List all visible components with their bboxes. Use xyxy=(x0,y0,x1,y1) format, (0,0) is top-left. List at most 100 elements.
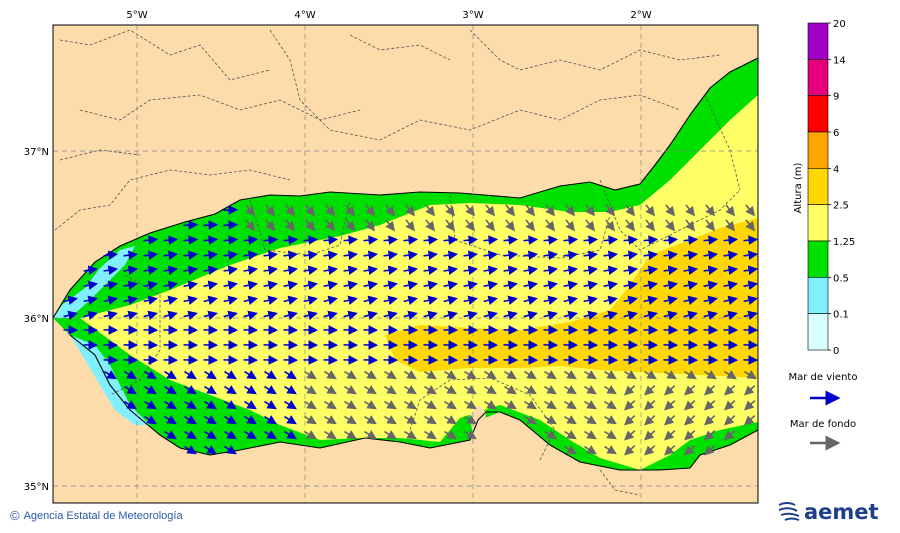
wind-sea-arrow xyxy=(143,295,158,306)
swell-arrow xyxy=(305,204,316,217)
wind-sea-arrow xyxy=(423,280,438,290)
wind-sea-arrow xyxy=(264,415,277,425)
wind-sea-arrow xyxy=(683,280,698,290)
wind-sea-arrow xyxy=(204,445,217,455)
swell-arrow xyxy=(384,430,397,440)
swell-arrow xyxy=(544,400,557,410)
swell-arrow xyxy=(424,415,437,425)
sea-orange-zone xyxy=(385,218,758,378)
swell-arrow xyxy=(565,204,576,217)
swell-arrow xyxy=(505,219,516,232)
colorbar-tick-label: 1.25 xyxy=(833,237,855,248)
wind-sea-arrow xyxy=(144,400,157,410)
swell-arrow xyxy=(285,204,296,217)
wind-sea-arrow xyxy=(343,295,358,306)
wind-sea-arrow xyxy=(703,280,718,290)
swell-arrow xyxy=(604,385,617,395)
wind-sea-arrow xyxy=(603,265,619,275)
wind-sea-arrow xyxy=(263,235,279,245)
swell-arrow xyxy=(584,430,597,440)
lat-label-37n: 37°N xyxy=(24,147,49,158)
wind-sea-arrow xyxy=(403,250,419,260)
legend-swell-label: Mar de fondo xyxy=(790,419,856,430)
wind-sea-arrow xyxy=(323,310,338,321)
wind-sea-arrow xyxy=(743,250,758,260)
peninsula-south xyxy=(485,440,520,470)
wave-arrows xyxy=(63,204,758,456)
swell-arrow xyxy=(405,219,416,232)
wind-sea-arrow xyxy=(363,250,379,260)
wind-sea-arrow xyxy=(343,250,359,260)
swell-arrow xyxy=(625,204,636,217)
swell-arrow xyxy=(644,415,656,426)
wind-sea-arrow xyxy=(224,445,237,455)
wind-sea-arrow xyxy=(143,250,159,260)
swell-arrow xyxy=(624,400,636,411)
wind-sea-arrow xyxy=(563,310,578,321)
swell-arrow xyxy=(544,385,557,395)
swell-arrow xyxy=(644,385,656,396)
swell-arrow xyxy=(304,385,317,395)
wind-sea-arrow xyxy=(323,235,339,245)
swell-arrow xyxy=(665,204,676,217)
legend: Mar de viento Mar de fondo xyxy=(789,372,857,451)
swell-arrow xyxy=(585,219,596,232)
swell-arrow xyxy=(404,370,417,380)
wind-sea-arrow xyxy=(583,280,598,290)
coastline-south xyxy=(69,334,758,471)
wind-sea-arrow xyxy=(164,415,177,425)
lon-label-5w: 5°W xyxy=(126,10,147,21)
wind-sea-arrow xyxy=(223,280,238,290)
wind-sea-arrow xyxy=(443,250,459,260)
colorbar-segment xyxy=(807,95,829,133)
swell-arrow xyxy=(304,430,317,440)
wind-sea-arrow xyxy=(643,280,658,290)
wind-sea-arrow xyxy=(343,310,358,321)
swell-arrow xyxy=(524,400,537,410)
wind-sea-arrow xyxy=(743,265,758,275)
wind-sea-arrow xyxy=(103,265,119,275)
wind-sea-arrow xyxy=(203,250,219,260)
wind-sea-arrow xyxy=(503,265,519,275)
wind-sea-arrow xyxy=(383,265,399,275)
wind-sea-arrow xyxy=(443,265,459,275)
wind-sea-arrow xyxy=(264,385,277,395)
colorbar-segment xyxy=(807,59,829,96)
swell-arrow xyxy=(704,430,716,441)
wind-sea-arrow xyxy=(643,235,659,245)
wind-sea-arrow xyxy=(363,265,379,275)
wind-sea-arrow xyxy=(143,235,159,245)
wind-sea-arrow xyxy=(83,265,99,275)
lat-label-35n: 35°N xyxy=(24,482,49,493)
wind-sea-arrow xyxy=(503,250,519,260)
swell-arrow xyxy=(544,370,557,380)
wind-sea-arrow xyxy=(383,310,398,321)
wind-sea-arrow xyxy=(603,235,619,245)
swell-arrow xyxy=(464,430,477,440)
swell-arrow xyxy=(744,370,757,380)
wind-sea-arrow xyxy=(563,295,578,306)
colorbar-segment xyxy=(807,240,829,278)
colorbar-tick-label: 4 xyxy=(833,164,839,175)
wind-sea-arrow xyxy=(703,235,719,245)
swell-arrow xyxy=(584,415,597,425)
wind-sea-arrow xyxy=(343,280,358,290)
colorbar-segment xyxy=(807,168,829,205)
sea-cyan-southwest xyxy=(70,335,150,425)
swell-arrow xyxy=(584,400,597,410)
swell-arrow xyxy=(664,370,677,380)
wind-sea-arrow xyxy=(223,295,238,306)
swell-arrow xyxy=(485,204,496,217)
swell-arrow xyxy=(344,370,357,380)
swell-arrow xyxy=(504,385,517,395)
swell-arrow xyxy=(424,400,437,410)
swell-arrow xyxy=(685,219,696,232)
wind-sea-arrow xyxy=(743,310,758,321)
swell-arrow xyxy=(304,415,317,425)
wind-sea-arrow xyxy=(83,280,98,290)
wind-sea-arrow xyxy=(224,430,237,440)
wind-sea-arrow xyxy=(163,280,178,290)
swell-arrow xyxy=(744,415,756,426)
swell-arrow xyxy=(604,415,617,425)
wind-sea-arrow xyxy=(463,265,479,275)
